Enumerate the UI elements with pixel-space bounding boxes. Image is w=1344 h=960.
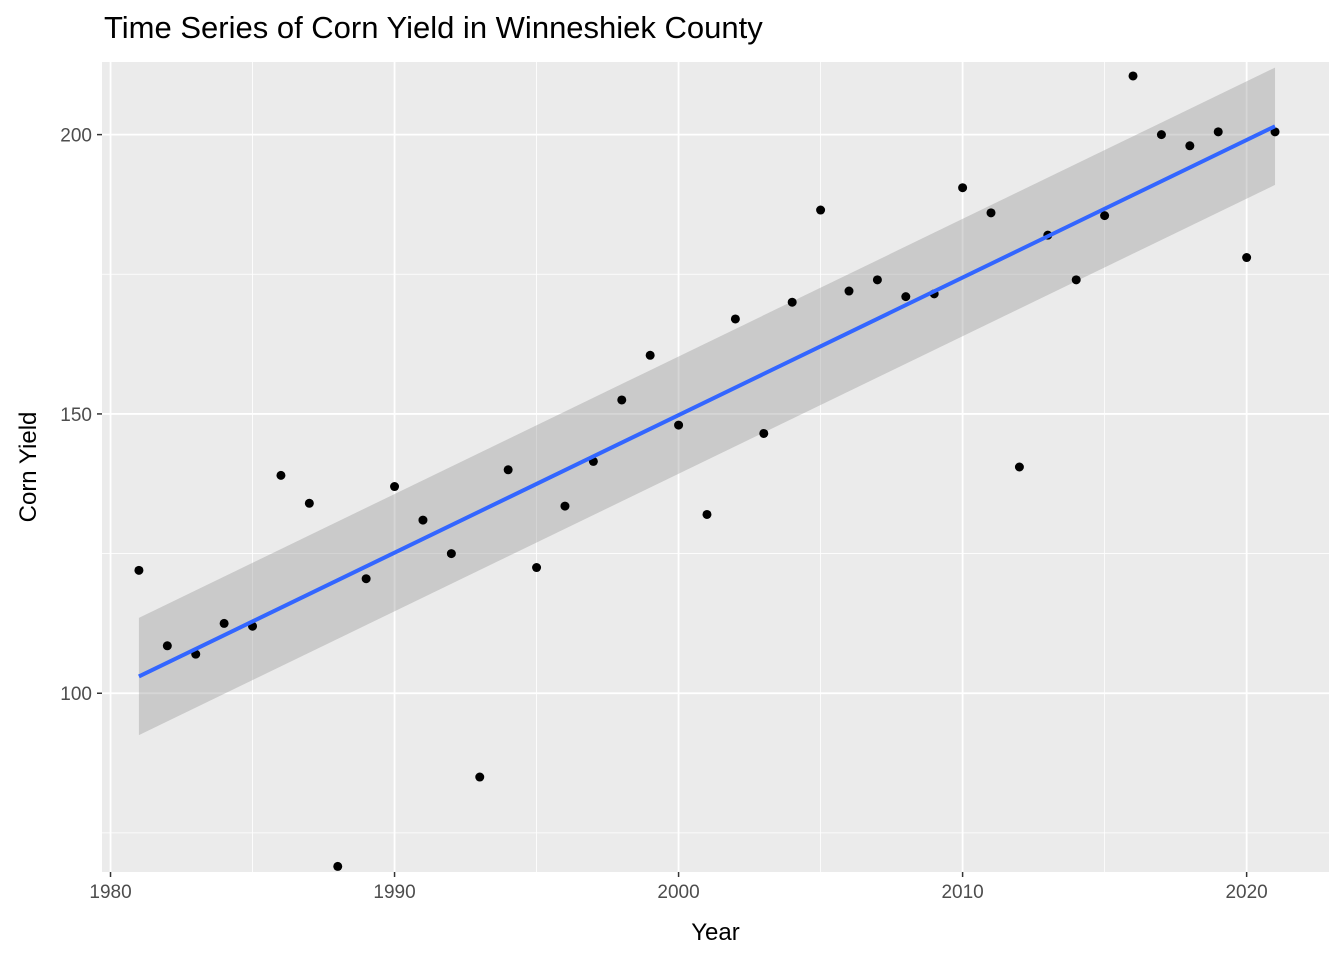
data-point [560,501,570,511]
y-tick-label: 200 [60,126,92,147]
data-point [958,183,968,193]
data-point [844,286,854,296]
data-point [816,205,826,215]
data-point [361,574,371,584]
x-tick-label: 1990 [373,882,415,903]
data-point [1128,71,1138,81]
data-point [674,420,684,430]
data-point [1213,127,1223,137]
x-tick-label: 2010 [941,882,983,903]
trend-line [138,124,1276,679]
data-point [872,275,882,285]
data-point [304,498,314,508]
data-point [617,395,627,405]
chart-title: Time Series of Corn Yield in Winneshiek … [104,10,763,45]
data-point [418,515,428,525]
data-point [475,772,485,782]
data-point [134,565,144,575]
data-point [986,208,996,218]
data-point [503,465,513,475]
data-points [134,71,1280,871]
data-point [1071,275,1081,285]
data-point [1270,127,1280,137]
data-point [759,428,769,438]
data-point [645,350,655,360]
y-axis: 100 150 200 [60,126,102,705]
data-point [730,314,740,324]
y-tick-label: 150 [60,405,92,426]
y-tick-label: 100 [60,684,92,705]
data-point [1156,130,1166,140]
x-axis-title: Year [691,919,740,946]
data-point [787,297,797,307]
x-tick-label: 2020 [1225,882,1267,903]
data-point [901,292,911,302]
data-point [390,482,400,492]
x-axis: 1980 1990 2000 2010 2020 [89,872,1268,903]
data-point [1100,211,1110,221]
gridlines [102,62,1329,872]
data-point [702,509,712,519]
data-point [1185,141,1195,151]
data-point [162,641,172,651]
data-point [532,563,542,573]
x-tick-label: 2000 [657,882,699,903]
data-point [219,618,229,628]
data-point [446,549,456,559]
x-tick-label: 1980 [89,882,131,903]
data-point [1014,462,1024,472]
data-point [1242,253,1252,263]
data-point [276,470,286,480]
data-point [333,861,343,871]
y-axis-title: Corn Yield [15,412,42,523]
